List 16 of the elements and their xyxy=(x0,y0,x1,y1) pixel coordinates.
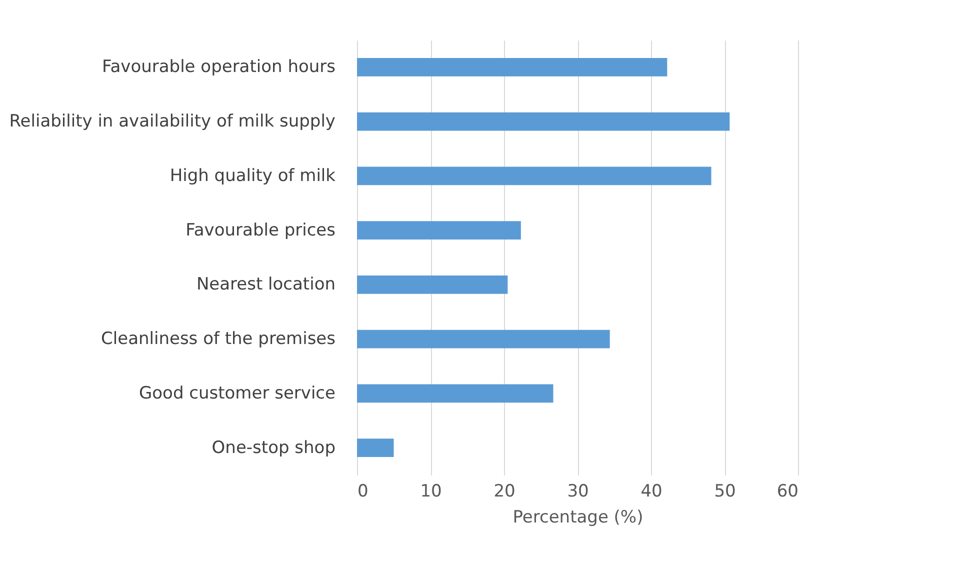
y-tick-label: Favourable operation hours xyxy=(102,57,336,78)
y-tick-label: Good customer service xyxy=(138,383,336,404)
y-tick-label: Favourable prices xyxy=(186,220,336,240)
y-tick-label: Cleanliness of the premises xyxy=(101,329,336,350)
y-tick-label: One-stop shop xyxy=(212,438,336,458)
y-tick-label: Reliability in availability of milk supply xyxy=(9,112,336,132)
x-tick-label: 60 xyxy=(776,482,798,502)
y-tick-label: Nearest location xyxy=(196,274,336,295)
x-tick-label: 40 xyxy=(640,482,662,502)
y-tick-label: High quality of milk xyxy=(170,166,336,186)
x-tick-label: 10 xyxy=(420,482,442,502)
x-tick-label: 50 xyxy=(714,482,736,502)
x-tick-label: 30 xyxy=(567,482,589,502)
x-tick-label: 0 xyxy=(358,482,368,502)
x-axis-title: Percentage (%) xyxy=(512,508,644,528)
x-tick-label: 20 xyxy=(494,482,516,502)
